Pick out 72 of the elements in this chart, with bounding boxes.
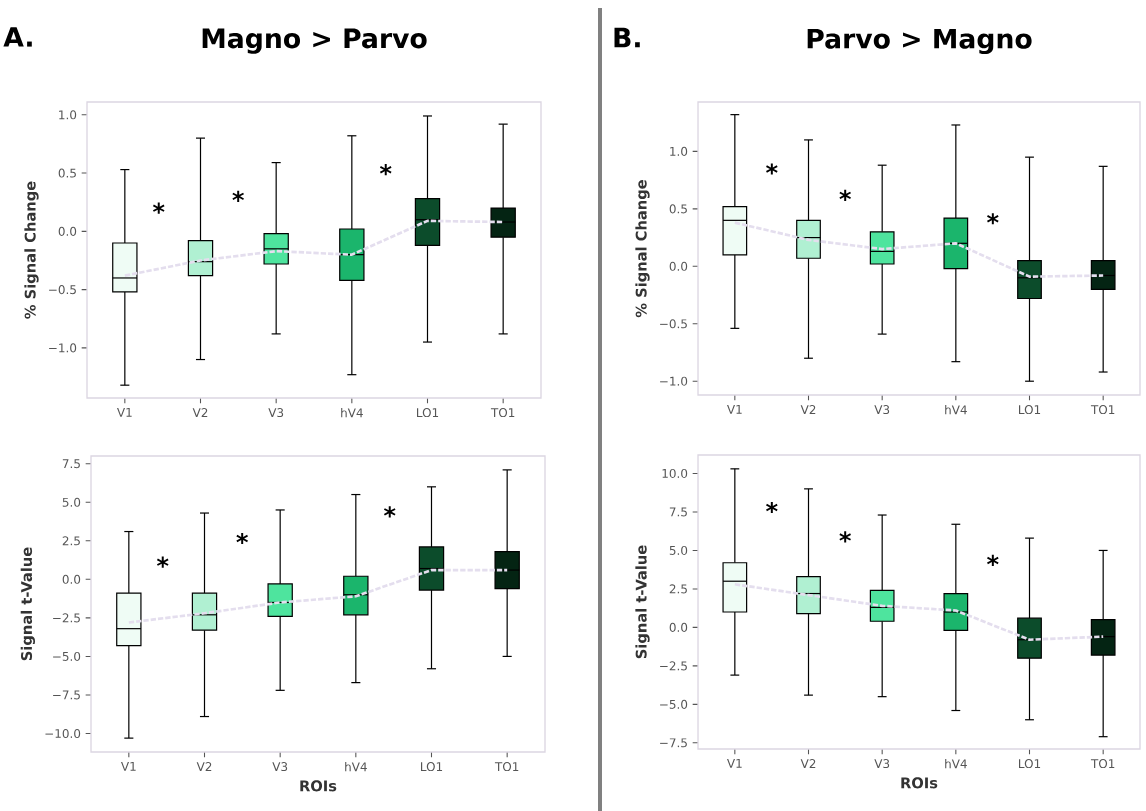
x-tick-label: V1 — [727, 405, 742, 414]
x-tick-label: LO1 — [1019, 405, 1041, 415]
y-tick-label: −7.5 — [660, 738, 687, 748]
x-tick-label: hV4 — [345, 762, 367, 772]
x-tick-label: V1 — [117, 408, 132, 417]
y-tick-label: 0.0 — [669, 622, 688, 632]
x-tick-label: hV4 — [945, 405, 967, 415]
x-tick-label: V2 — [800, 405, 816, 414]
y-tick-label: 2.5 — [669, 584, 687, 594]
y-tick-label: 0.0 — [669, 261, 688, 271]
y-tick-label: −0.5 — [660, 319, 687, 329]
y-tick-label: −1.0 — [660, 376, 688, 386]
y-tick-label: 7.5 — [62, 459, 80, 469]
text: A. — [3, 27, 32, 47]
y-tick-label: 0.0 — [58, 226, 77, 236]
y-tick-label: 0.5 — [669, 204, 687, 214]
annotation: * — [383, 506, 396, 518]
annotation: * — [766, 501, 778, 514]
x-tick-label: LO1 — [421, 762, 443, 772]
x-tick-label: V2 — [192, 408, 208, 417]
x-tick-label: V3 — [268, 408, 284, 418]
x-tick-label: V1 — [121, 762, 136, 771]
y-tick-label: 0.0 — [62, 574, 81, 584]
x-tick-label: LO1 — [1019, 759, 1041, 769]
x-tick-label: hV4 — [945, 759, 967, 769]
annotation: * — [987, 554, 999, 567]
y-tick-label: −10.0 — [45, 728, 81, 739]
x-tick-label: V3 — [874, 405, 890, 415]
y-tick-label: 1.0 — [670, 146, 688, 156]
y-tick-label: 1.0 — [59, 110, 77, 120]
chart-title: Parvo > Magno — [807, 28, 1032, 55]
y-tick-label: −1.0 — [49, 343, 77, 353]
y-tick-label: 5.0 — [669, 545, 688, 555]
annotation: * — [379, 164, 392, 176]
y-tick-label: −5.0 — [660, 699, 688, 709]
text: B. — [614, 27, 640, 48]
x-axis-title: ROIs — [901, 777, 938, 789]
annotation: * — [839, 189, 851, 201]
y-tick-label: −2.5 — [660, 661, 687, 671]
y-tick-label: −7.5 — [53, 690, 80, 700]
y-tick-label: 7.5 — [669, 507, 687, 517]
x-tick-label: hV4 — [341, 408, 363, 418]
y-tick-label: 0.5 — [58, 168, 76, 178]
annotation: * — [766, 163, 778, 175]
y-axis-title: % Signal Change — [635, 180, 650, 318]
annotation: * — [987, 213, 999, 225]
y-tick-label: 10.0 — [662, 468, 688, 478]
annotation: * — [156, 556, 169, 568]
x-tick-label: TO1 — [1090, 759, 1115, 769]
y-tick-label: −2.5 — [53, 613, 80, 623]
y-tick-label: −0.5 — [49, 285, 76, 295]
y-axis-title: Signal t-Value — [20, 547, 36, 661]
x-tick-label: TO1 — [494, 762, 519, 772]
annotation: * — [152, 202, 165, 214]
x-tick-label: V1 — [727, 759, 742, 768]
x-tick-label: LO1 — [417, 408, 439, 418]
x-tick-label: TO1 — [490, 408, 515, 418]
annotation: * — [839, 531, 851, 543]
y-tick-label: −5.0 — [53, 651, 81, 661]
x-tick-label: V3 — [874, 759, 890, 769]
x-tick-label: V3 — [272, 762, 288, 772]
y-tick-label: 5.0 — [62, 497, 81, 507]
chart-title: Magno > Parvo — [202, 28, 427, 54]
annotation: * — [236, 532, 248, 545]
y-axis-title: Signal t-Value — [635, 545, 650, 659]
x-tick-label: V2 — [800, 759, 816, 768]
annotation: * — [232, 190, 244, 202]
y-tick-label: 2.5 — [62, 536, 80, 546]
x-axis-title: ROIs — [300, 780, 337, 792]
x-tick-label: TO1 — [1090, 405, 1115, 415]
y-axis-title: % Signal Change — [24, 181, 39, 319]
x-tick-label: V2 — [196, 762, 212, 771]
